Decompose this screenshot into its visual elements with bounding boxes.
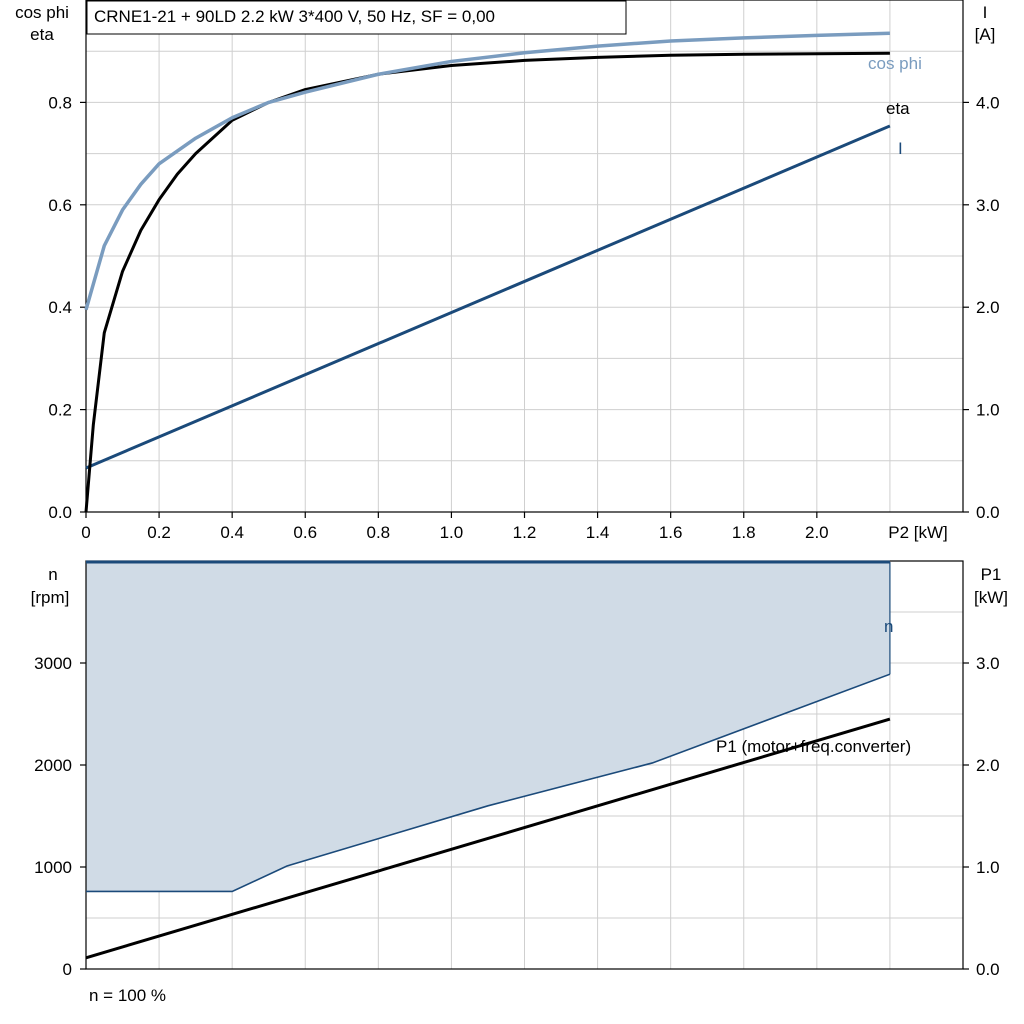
series-current-line [85,124,891,470]
series-eta-line [84,51,890,513]
left-y-tick-label: 0.8 [48,93,72,112]
x-tick-label: 0.6 [293,523,317,542]
left-y-tick-label: 2000 [34,756,72,775]
x-tick-label: 0 [81,523,90,542]
bottom-right-axis-label-p1: P1 [981,565,1002,584]
left-y-tick-label: 0 [63,960,72,979]
top-grid [86,0,963,512]
top-left-axis-label-cosphi: cos phi [15,3,69,22]
label-p1: P1 (motor+freq.converter) [716,737,911,756]
right-y-tick-label: 1.0 [976,401,1000,420]
x-tick-label: 1.2 [513,523,537,542]
left-y-tick-label: 0.4 [48,298,72,317]
label-speed: n [884,617,893,636]
left-y-tick-label: 1000 [34,858,72,877]
label-cosphi: cos phi [868,54,922,73]
label-eta: eta [886,99,910,118]
x-tick-label: 0.8 [367,523,391,542]
top-right-axis-label-unit: [A] [975,25,996,44]
x-tick-label: 1.0 [440,523,464,542]
series-n-min-line [86,673,891,893]
left-y-tick-label: 0.0 [48,503,72,522]
bottom-left-axis-label-n: n [48,565,57,584]
top-axis-ticks: 0 0.2 0.4 0.6 0.8 1.0 1.2 1.4 1.6 1.8 2.0 0.0 0.2 0.4… [48,93,999,542]
x-tick-label: 1.4 [586,523,610,542]
bottom-left-axis-label-unit: [rpm] [31,588,70,607]
x-tick-label: 0.2 [147,523,171,542]
right-y-tick-label: 3.0 [976,196,1000,215]
speed-range-area [86,562,890,892]
left-y-tick-label: 3000 [34,654,72,673]
top-right-axis-label-i: I [983,3,988,22]
left-y-tick-label: 0.6 [48,196,72,215]
x-tick-label: 1.6 [659,523,683,542]
bottom-axis-ticks: 0 1000 2000 3000 0.0 1.0 2.0 3.0 [34,654,999,979]
right-y-tick-label: 4.0 [976,93,1000,112]
x-tick-label: 2.0 [805,523,829,542]
x-tick-label: 1.8 [732,523,756,542]
left-y-tick-label: 0.2 [48,401,72,420]
footer-note: n = 100 % [89,986,166,1005]
right-y-tick-label: 1.0 [976,858,1000,877]
right-y-tick-label: 2.0 [976,756,1000,775]
right-y-tick-label: 3.0 [976,654,1000,673]
title-box [86,0,627,35]
bottom-right-axis-label-unit: [kW] [974,588,1008,607]
chart-title: CRNE1-21 + 90LD 2.2 kW 3*400 V, 50 Hz, S… [94,7,495,26]
right-y-tick-label: 0.0 [976,503,1000,522]
right-y-tick-label: 2.0 [976,298,1000,317]
top-x-axis-label: P2 [kW] [888,523,948,542]
series-layer [84,31,891,960]
series-cosphi-line [84,31,890,311]
label-current: I [898,139,903,158]
top-left-axis-label-eta: eta [30,25,54,44]
x-tick-label: 0.4 [220,523,244,542]
right-y-tick-label: 0.0 [976,960,1000,979]
series-p1-line [85,717,891,960]
